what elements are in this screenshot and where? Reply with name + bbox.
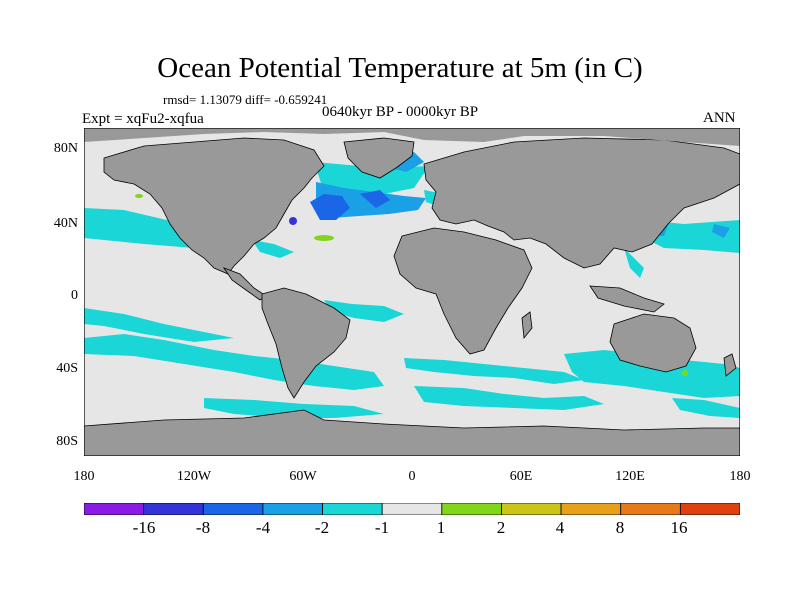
madagascar xyxy=(521,311,533,340)
colorbar-swatch-6 xyxy=(441,503,502,515)
new-zealand xyxy=(723,353,737,377)
lon-tick-120e: 120E xyxy=(615,469,645,484)
eurasia xyxy=(423,137,740,269)
lat-tick-40s: 40S xyxy=(56,361,78,376)
colorbar-label-6: 2 xyxy=(496,518,506,537)
cool-8-16-spot xyxy=(289,217,297,225)
period-label: 0640kyr BP - 0000kyr BP xyxy=(322,104,479,120)
colorbar-label-3: -2 xyxy=(314,518,330,537)
map-panel xyxy=(84,128,740,456)
africa xyxy=(393,227,533,355)
colorbar-swatch-5 xyxy=(381,503,443,515)
antarctica xyxy=(84,409,740,456)
colorbar-label-5: 1 xyxy=(436,518,446,537)
colorbar-label-0: -16 xyxy=(132,518,156,537)
colorbar-label-7: 4 xyxy=(555,518,565,537)
maritime-continent xyxy=(589,285,665,313)
colorbar-label-1: -8 xyxy=(195,518,211,537)
south-america xyxy=(261,287,351,399)
land-masses xyxy=(84,137,740,456)
colorbar-swatch-0 xyxy=(84,503,145,515)
arctic-masked-area xyxy=(84,128,740,146)
colorbar-label-4: -1 xyxy=(374,518,390,537)
colorbar-swatch-8 xyxy=(560,503,622,515)
experiment-label: Expt = xqFu2-xqfua xyxy=(82,111,204,127)
colorbar-swatch-7 xyxy=(501,503,562,515)
colorbar-label-8: 8 xyxy=(615,518,625,537)
plot-title: Ocean Potential Temperature at 5m (in C) xyxy=(157,52,643,84)
lat-tick-80n: 80N xyxy=(53,141,78,156)
lon-tick-60e: 60E xyxy=(509,469,533,484)
greenland xyxy=(343,137,415,179)
colorbar-swatch-4 xyxy=(322,503,383,515)
colorbar-swatch-3 xyxy=(262,503,323,515)
colorbar-swatch-2 xyxy=(202,503,264,515)
stats-text: rmsd= 1.13079 diff= -0.659241 xyxy=(163,92,328,107)
lon-tick-180w: 180 xyxy=(73,469,95,484)
colorbar xyxy=(84,503,740,515)
colorbar-swatch-9 xyxy=(620,503,681,515)
lon-tick-120w: 120W xyxy=(176,469,212,484)
lat-tick-80s: 80S xyxy=(56,434,78,449)
colorbar-label-9: 16 xyxy=(670,518,688,537)
colorbar-swatch-10 xyxy=(679,503,740,515)
lon-tick-60w: 60W xyxy=(289,469,317,484)
lat-tick-0: 0 xyxy=(71,288,78,303)
lon-tick-180e: 180 xyxy=(729,469,751,484)
colorbar-swatch-1 xyxy=(143,503,204,515)
lon-tick-0: 0 xyxy=(408,469,416,484)
season-label: ANN xyxy=(703,110,736,126)
colorbar-label-2: -4 xyxy=(255,518,271,537)
cool-4-8-regions xyxy=(310,190,390,220)
north-america xyxy=(103,137,325,275)
australia xyxy=(609,313,697,373)
lat-tick-40n: 40N xyxy=(53,216,78,231)
